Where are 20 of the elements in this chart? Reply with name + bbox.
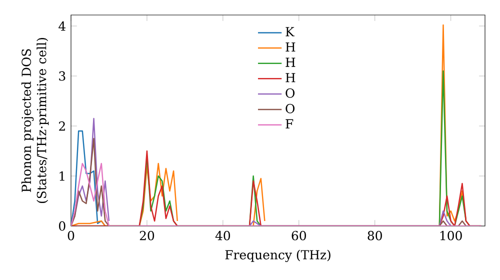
x-tick-label: 80: [368, 230, 382, 240]
y-tick-label: 1: [60, 171, 64, 181]
y-tick-label: 2: [59, 121, 65, 131]
x-tick-label: 40: [215, 230, 230, 240]
y-tick-label: 3: [59, 71, 66, 81]
y-axis-title: Phonon projected DOS (States/THz·primitive cell): [21, 38, 49, 203]
x-tick-label: 100: [440, 230, 462, 240]
y-tick-label: 4: [58, 21, 66, 31]
x-tick-label: 0: [68, 230, 74, 240]
legend-label: O: [286, 88, 295, 98]
x-tick-label: 20: [140, 230, 154, 240]
legend-label: H: [286, 42, 296, 52]
legend-label: F: [286, 119, 294, 128]
legend-label: H: [286, 73, 296, 82]
x-axis-title: Frequency (THz): [225, 250, 330, 262]
y-tick-label: 0: [59, 221, 66, 231]
legend-label: O: [286, 104, 295, 114]
legend-label: K: [286, 27, 295, 36]
legend-label: H: [286, 58, 296, 67]
x-tick-label: 60: [292, 230, 306, 240]
